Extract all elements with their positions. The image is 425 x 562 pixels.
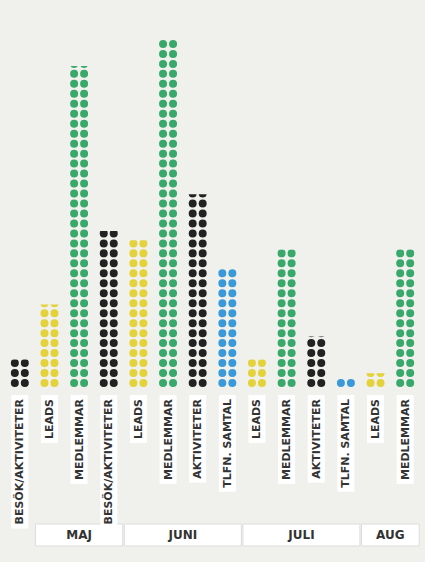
svg-text:AUG: AUG (376, 528, 405, 542)
svg-text:BESÖK/AKTIVITETER: BESÖK/AKTIVITETER (12, 398, 26, 524)
svg-text:LEADS: LEADS (250, 399, 263, 439)
svg-text:TLFN. SAMTAL: TLFN. SAMTAL (339, 399, 352, 488)
svg-text:JUNI: JUNI (167, 528, 197, 542)
svg-text:LEADS: LEADS (132, 399, 145, 439)
svg-text:LEADS: LEADS (43, 399, 56, 439)
svg-text:MEDLEMMAR: MEDLEMMAR (280, 398, 293, 480)
svg-text:AKTIVITETER: AKTIVITETER (191, 398, 204, 478)
svg-text:MEDLEMMAR: MEDLEMMAR (162, 398, 175, 480)
svg-text:MEDLEMMAR: MEDLEMMAR (73, 398, 86, 480)
svg-text:TLFN. SAMTAL: TLFN. SAMTAL (221, 399, 234, 488)
svg-text:BESÖK/AKTIVITETER: BESÖK/AKTIVITETER (101, 398, 115, 524)
svg-text:AKTIVITETER: AKTIVITETER (310, 398, 323, 478)
svg-text:MEDLEMMAR: MEDLEMMAR (399, 398, 412, 480)
svg-text:MAJ: MAJ (66, 528, 92, 542)
svg-text:LEADS: LEADS (369, 399, 382, 439)
svg-text:JULI: JULI (287, 528, 314, 542)
